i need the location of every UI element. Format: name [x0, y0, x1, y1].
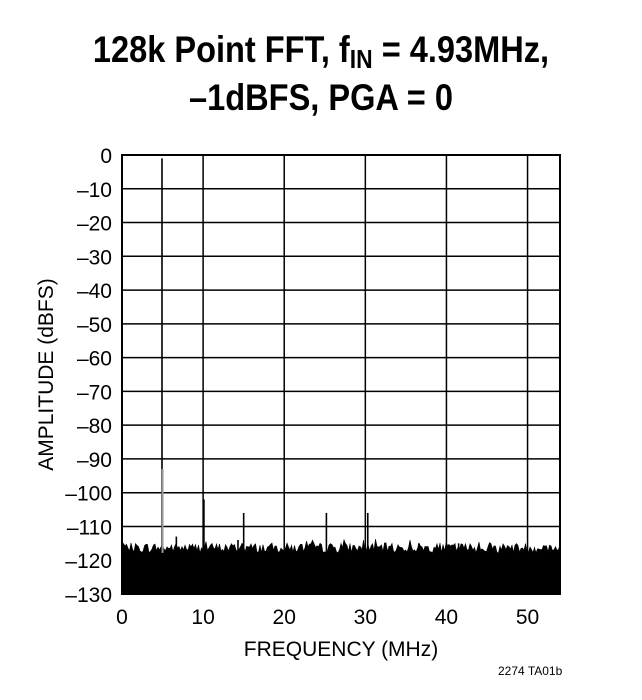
chart-title-line-1: 128k Point FFT, fIN = 4.93MHz, — [39, 28, 604, 72]
y-tick-label: –30 — [77, 246, 112, 269]
x-ticks: 0 10 20 30 40 50 — [116, 606, 539, 629]
figure-id: 2274 TA01b — [498, 664, 563, 678]
x-tick-label: 50 — [516, 606, 539, 629]
y-tick-label: 0 — [100, 145, 112, 168]
grid — [121, 154, 560, 595]
y-tick-label: –130 — [65, 584, 112, 607]
y-tick-label: –80 — [77, 415, 112, 438]
y-axis-label: AMPLITUDE (dBFS) — [35, 278, 58, 471]
y-tick-label: –120 — [65, 550, 112, 573]
y-tick-label: –100 — [65, 483, 112, 506]
plot-frame — [121, 154, 561, 595]
title-text-end: = 4.93MHz, — [372, 29, 550, 70]
y-tick-label: –70 — [77, 381, 112, 404]
x-axis-label: FREQUENCY (MHz) — [244, 638, 438, 661]
title-subscript: IN — [349, 44, 373, 74]
y-tick-label: –110 — [67, 516, 112, 539]
x-tick-label: 10 — [191, 606, 214, 629]
y-tick-label: –20 — [77, 213, 112, 236]
noise-floor-area — [121, 538, 561, 595]
spurs — [161, 158, 517, 553]
title-text: 128k Point FFT, f — [92, 29, 350, 70]
y-tick-label: –60 — [77, 348, 112, 371]
x-tick-label: 0 — [116, 606, 128, 629]
noise-floor — [121, 538, 561, 595]
chart-title-line-2: –1dBFS, PGA = 0 — [189, 77, 453, 118]
y-tick-label: –90 — [77, 449, 112, 472]
y-tick-label: –50 — [77, 314, 112, 337]
y-tick-label: –10 — [77, 179, 112, 202]
x-tick-label: 30 — [354, 606, 377, 629]
x-tick-label: 20 — [273, 606, 296, 629]
y-tick-label: –40 — [77, 280, 112, 303]
y-ticks: 0 –10 –20 –30 –40 –50 –60 –70 –80 –90 –100 –110 –120… — [65, 145, 112, 607]
x-tick-label: 40 — [435, 606, 458, 629]
